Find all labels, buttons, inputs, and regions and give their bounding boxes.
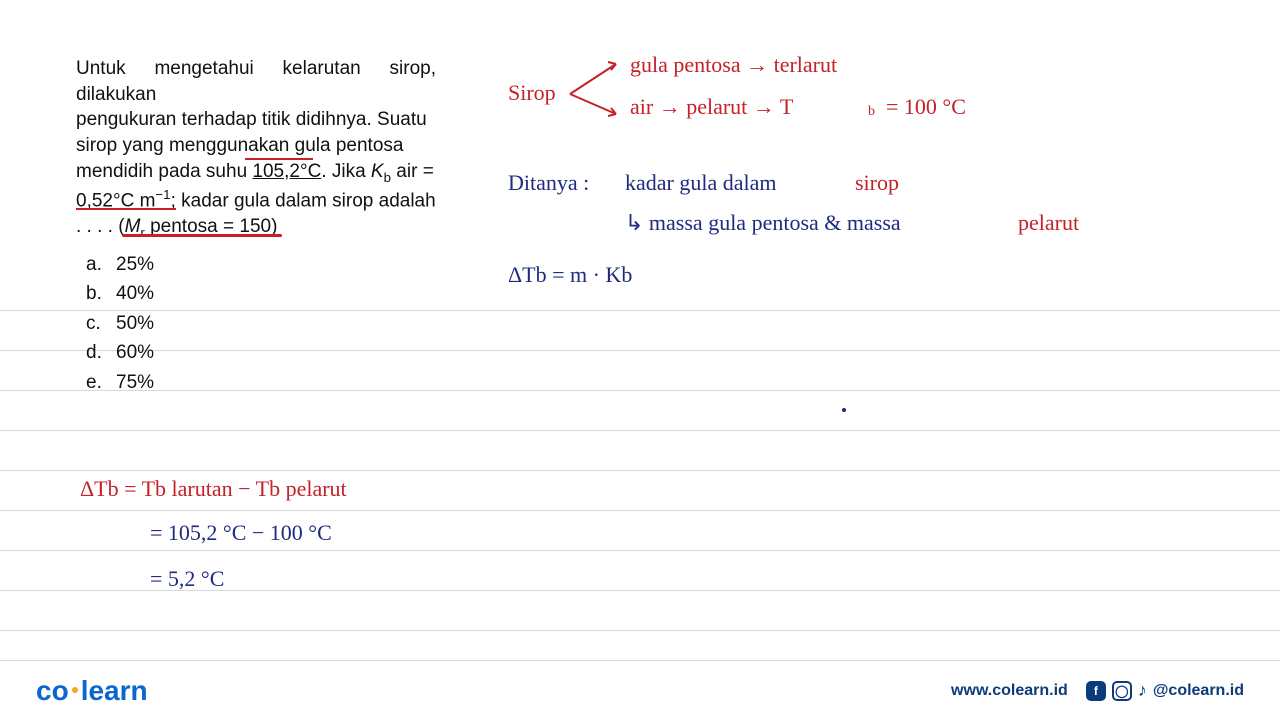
hw-ditanya-text2a: ↳ massa gula pentosa & massa xyxy=(625,210,901,236)
option-b: b.40% xyxy=(86,279,154,308)
answer-options: a.25% b.40% c.50% d.60% e.75% xyxy=(86,250,154,397)
logo-learn: learn xyxy=(81,675,148,706)
hw-ditanya-sirop: sirop xyxy=(855,170,899,196)
hw-branch-top: gula pentosa → terlarut xyxy=(630,52,837,78)
option-c: c.50% xyxy=(86,309,154,338)
logo-dot-icon xyxy=(72,687,78,693)
annotation-underline xyxy=(122,234,282,237)
hw-ditanya-label: Ditanya : xyxy=(508,170,589,196)
hw-dtb-formula: ΔTb = m · Kb xyxy=(508,262,632,288)
option-label: d. xyxy=(86,338,116,367)
option-text: 60% xyxy=(116,338,154,367)
hw-sirop-label: Sirop xyxy=(508,80,556,106)
question-line: sirop yang menggunakan gula pentosa xyxy=(76,133,436,159)
hw-branch-bottom-sub: b xyxy=(868,104,875,120)
rule-line xyxy=(0,350,1280,351)
question-line: 0,52°C m−1; kadar gula dalam sirop adala… xyxy=(76,186,436,214)
question-text: Untuk mengetahui kelarutan sirop, dilaku… xyxy=(76,56,436,242)
option-text: 40% xyxy=(116,279,154,308)
logo-co: co xyxy=(36,675,69,706)
stray-dot-icon xyxy=(842,408,846,412)
footer-right: www.colearn.id f ◯ ♪ @colearn.id xyxy=(951,680,1244,701)
option-a: a.25% xyxy=(86,250,154,279)
question-line: pengukuran terhadap titik didihnya. Suat… xyxy=(76,107,436,133)
option-text: 25% xyxy=(116,250,154,279)
hw-ditanya-text2b: pelarut xyxy=(1018,210,1079,236)
option-e: e.75% xyxy=(86,368,154,397)
instagram-icon[interactable]: ◯ xyxy=(1112,681,1132,701)
hw-branch-bottom: air → pelarut → T xyxy=(630,94,793,120)
brand-logo: colearn xyxy=(36,675,148,707)
rule-line xyxy=(0,470,1280,471)
branch-lines-icon xyxy=(568,56,628,126)
option-label: e. xyxy=(86,368,116,397)
option-label: a. xyxy=(86,250,116,279)
question-line: Untuk mengetahui kelarutan sirop, dilaku… xyxy=(76,56,436,107)
hw-ditanya-text1: kadar gula dalam xyxy=(625,170,777,196)
hw-calc-line1: ΔTb = Tb larutan − Tb pelarut xyxy=(80,476,347,502)
worksheet-page: Untuk mengetahui kelarutan sirop, dilaku… xyxy=(0,0,1280,720)
hw-branch-bottom-eq: = 100 °C xyxy=(886,94,966,120)
hw-calc-line3: = 5,2 °C xyxy=(150,566,224,592)
option-text: 50% xyxy=(116,309,154,338)
annotation-underline xyxy=(76,208,176,210)
option-label: c. xyxy=(86,309,116,338)
hw-calc-line2: = 105,2 °C − 100 °C xyxy=(150,520,332,546)
facebook-icon[interactable]: f xyxy=(1086,681,1106,701)
social-handle[interactable]: @colearn.id xyxy=(1153,682,1244,700)
question-line: mendidih pada suhu 105,2°C. Jika Kb air … xyxy=(76,159,436,187)
rule-line xyxy=(0,310,1280,311)
option-text: 75% xyxy=(116,368,154,397)
question-line: . . . . (Mr pentosa = 150) xyxy=(76,214,436,242)
annotation-underline xyxy=(245,158,313,160)
social-icons: f ◯ ♪ @colearn.id xyxy=(1086,680,1244,701)
rule-line xyxy=(0,550,1280,551)
rule-line xyxy=(0,430,1280,431)
rule-line xyxy=(0,510,1280,511)
option-label: b. xyxy=(86,279,116,308)
rule-line xyxy=(0,390,1280,391)
tiktok-icon[interactable]: ♪ xyxy=(1138,680,1147,701)
footer-bar: colearn www.colearn.id f ◯ ♪ @colearn.id xyxy=(0,660,1280,720)
footer-url[interactable]: www.colearn.id xyxy=(951,682,1068,700)
option-d: d.60% xyxy=(86,338,154,367)
rule-line xyxy=(0,630,1280,631)
